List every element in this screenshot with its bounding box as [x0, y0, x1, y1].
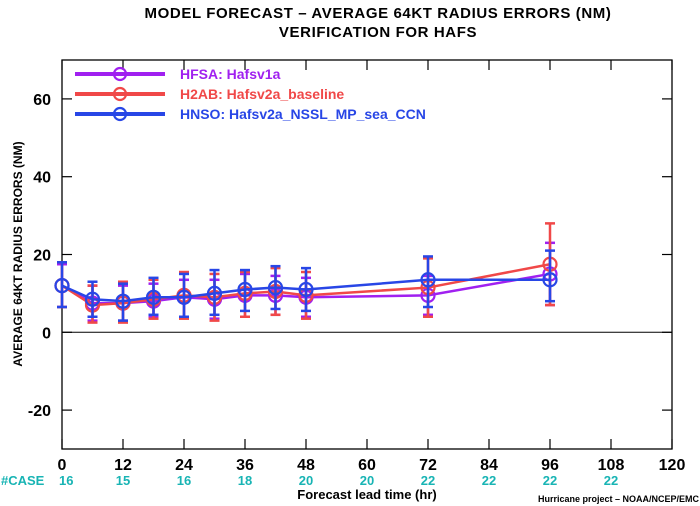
y-tick-label: -20	[28, 403, 51, 420]
legend-swatch-marker	[112, 66, 128, 82]
chart-subtitle: VERIFICATION FOR HAFS	[279, 24, 477, 41]
y-tick-label: 60	[33, 92, 51, 109]
credit-text: Hurricane project – NOAA/NCEP/EMC	[538, 494, 700, 504]
y-tick-label: 20	[33, 248, 51, 265]
case-count-label: #CASE	[1, 473, 45, 488]
x-tick-label: 120	[659, 457, 686, 474]
series-layer	[54, 222, 558, 324]
data-point	[84, 291, 101, 307]
case-count: 22	[604, 473, 618, 488]
case-count: 22	[421, 473, 435, 488]
legend: HFSA: Hafsv1a H2AB: Hafsv2a_baseline HNSO:…	[75, 66, 426, 122]
x-tick-label: 12	[114, 457, 132, 474]
case-count: 15	[116, 473, 130, 488]
legend-swatch-marker	[112, 86, 128, 102]
data-point	[176, 289, 192, 305]
chart-title: MODEL FORECAST – AVERAGE 64KT RADIUS ERR…	[145, 5, 612, 22]
x-tick-label: 72	[419, 457, 437, 474]
x-tick-label: 24	[175, 457, 193, 474]
data-point	[420, 272, 436, 288]
case-count: 22	[543, 473, 557, 488]
x-tick-label: 48	[297, 457, 315, 474]
legend-entry: H2AB: Hafsv2a_baseline	[180, 86, 344, 102]
case-count-row: #CASE 16 15 16 18 20 20 22 22 22 22	[1, 473, 618, 488]
case-count: 16	[177, 473, 191, 488]
case-count: 16	[59, 473, 73, 488]
case-count: 18	[238, 473, 252, 488]
y-axis-ticks: -20 0 20 40 60	[28, 92, 672, 420]
data-point	[542, 272, 558, 288]
x-tick-label: 60	[358, 457, 376, 474]
legend-entry: HNSO: Hafsv2a_NSSL_MP_sea_CCN	[180, 106, 426, 122]
legend-entry: HFSA: Hafsv1a	[180, 66, 281, 82]
data-point	[145, 289, 162, 305]
x-tick-label: 84	[480, 457, 498, 474]
x-tick-label: 96	[541, 457, 559, 474]
data-point	[237, 281, 253, 298]
x-tick-label: 108	[598, 457, 625, 474]
data-point	[267, 279, 284, 296]
case-count: 20	[360, 473, 374, 488]
data-point	[115, 293, 131, 309]
x-axis-label: Forecast lead time (hr)	[297, 487, 436, 502]
y-axis-label: AVERAGE 64KT RADIUS ERRORS (NM)	[11, 141, 25, 366]
x-tick-label: 36	[236, 457, 254, 474]
y-tick-label: 0	[42, 325, 51, 342]
series-line	[61, 278, 550, 303]
series-3	[54, 249, 558, 322]
y-tick-label: 40	[33, 170, 51, 187]
case-count: 22	[482, 473, 496, 488]
data-point	[54, 278, 70, 294]
data-point	[206, 285, 223, 301]
legend-swatch-marker	[112, 106, 128, 122]
data-point	[298, 281, 314, 298]
x-axis-ticks: 0 12 24 36 48 60 72 84 96 108 120	[58, 60, 686, 474]
x-tick-label: 0	[58, 457, 67, 474]
case-count: 20	[299, 473, 313, 488]
